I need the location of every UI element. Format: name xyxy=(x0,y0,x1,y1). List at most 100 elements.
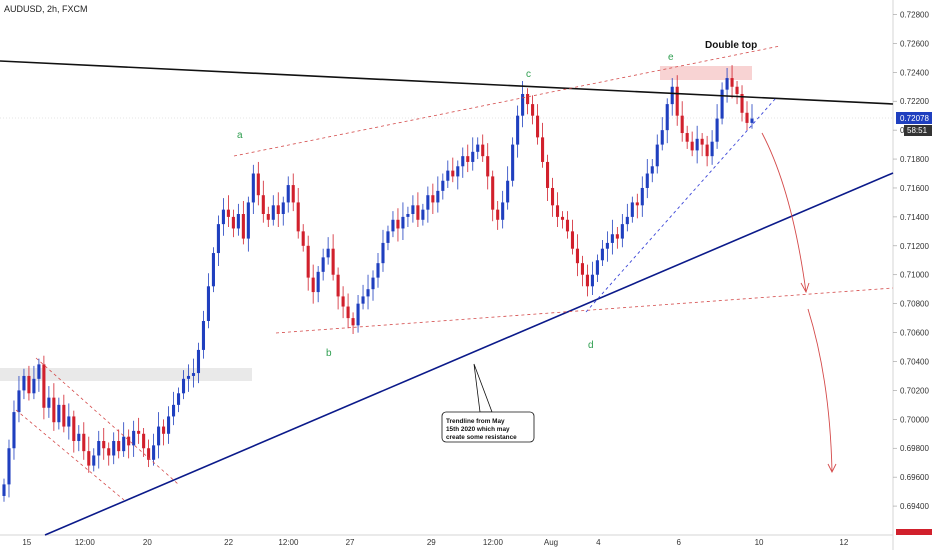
candle-down xyxy=(740,93,744,113)
candle-up xyxy=(461,156,465,167)
time-tick-label: 20 xyxy=(143,538,152,547)
candle-up xyxy=(426,195,430,210)
candle-down xyxy=(526,93,530,105)
candle-up xyxy=(132,430,136,446)
time-axis: 15 12:00 20 22 12:00 27 29 12:00 Aug 4 6 10 12 xyxy=(22,538,849,547)
candle-down xyxy=(256,173,260,196)
candle-up xyxy=(97,441,101,456)
candle-down xyxy=(226,209,230,217)
candle-down xyxy=(341,296,345,307)
candle-up xyxy=(251,173,255,203)
chart-title: AUDUSD, 2h, FXCM xyxy=(4,4,88,14)
time-tick-label: 6 xyxy=(676,538,681,547)
time-tick-label: Aug xyxy=(544,538,558,547)
candle-up xyxy=(595,260,599,275)
candle-up xyxy=(725,78,729,90)
candle-up xyxy=(22,375,26,391)
candle-up xyxy=(356,303,360,326)
time-tick-label: 12 xyxy=(839,538,848,547)
candle-up xyxy=(640,187,644,206)
price-tick-label: 0.70000 xyxy=(900,415,929,424)
candle-down xyxy=(117,441,121,452)
projection-arrow-2 xyxy=(807,308,833,473)
candle-down xyxy=(142,433,146,449)
candle-up xyxy=(321,257,325,272)
wave-label-c: c xyxy=(526,69,531,80)
candle-up xyxy=(286,185,290,203)
time-tick-label: 12:00 xyxy=(483,538,504,547)
price-tick-label: 0.69600 xyxy=(900,473,929,482)
candle-up xyxy=(7,448,11,485)
candle-up xyxy=(67,416,71,427)
candle-up xyxy=(605,242,609,249)
last-price-tag xyxy=(896,112,932,124)
resistance-line xyxy=(0,60,894,105)
candle-down xyxy=(481,144,485,157)
candle-up xyxy=(750,118,754,123)
price-tick-label: 0.72400 xyxy=(900,68,929,77)
candle-down xyxy=(137,430,141,434)
candle-up xyxy=(191,373,196,376)
candle-down xyxy=(346,306,350,319)
candle-up xyxy=(186,375,191,379)
wave-label-a: a xyxy=(237,130,243,141)
candle-down xyxy=(580,263,584,275)
candle-up xyxy=(157,426,161,446)
candle-up xyxy=(2,484,6,496)
candle-down xyxy=(685,133,689,142)
projection-arrow-1 xyxy=(761,132,807,293)
candle-down xyxy=(331,248,335,275)
price-axis-marker xyxy=(896,529,932,535)
candle-down xyxy=(396,219,400,229)
candle-up xyxy=(201,321,206,350)
candle-up xyxy=(167,416,171,434)
channel-upper-line xyxy=(233,45,781,157)
price-tick-label: 0.70600 xyxy=(900,329,929,338)
candle-down xyxy=(730,78,734,87)
candle-down xyxy=(496,209,500,220)
candle-down xyxy=(565,219,570,232)
candle-down xyxy=(147,448,151,460)
price-tick-label: 0.70800 xyxy=(900,300,929,309)
candle-down xyxy=(72,416,76,442)
candle-up xyxy=(670,86,674,105)
candle-down xyxy=(241,214,245,239)
candle-up xyxy=(12,412,16,449)
candle-down xyxy=(87,451,91,466)
candle-down xyxy=(680,115,684,134)
candle-up xyxy=(401,216,405,229)
candle-up xyxy=(92,455,96,466)
candle-up xyxy=(665,104,669,131)
candle-up xyxy=(456,166,460,177)
time-tick-label: 27 xyxy=(346,538,355,547)
candle-up xyxy=(421,209,425,220)
candle-down xyxy=(700,138,704,145)
candle-down xyxy=(27,375,31,394)
candle-up xyxy=(506,180,510,203)
candle-up xyxy=(112,441,116,456)
double-top-zone xyxy=(660,66,752,80)
price-tick-label: 0.70200 xyxy=(900,386,929,395)
candle-up xyxy=(655,144,659,167)
candle-down xyxy=(127,436,131,446)
candle-up xyxy=(645,173,649,188)
candle-up xyxy=(630,202,634,217)
candle-down xyxy=(541,137,545,162)
candle-down xyxy=(675,86,679,116)
price-tick-label: 0.71000 xyxy=(900,271,929,280)
candle-up xyxy=(246,202,250,239)
candle-up xyxy=(57,404,61,423)
price-tick-label: 0.69800 xyxy=(900,444,929,453)
candle-down xyxy=(735,86,739,94)
candle-down xyxy=(550,187,555,206)
candle-down xyxy=(62,404,66,427)
wave-label-b: b xyxy=(326,348,332,359)
candle-down xyxy=(690,141,694,151)
candle-down xyxy=(107,448,111,456)
candle-up xyxy=(172,404,176,417)
candle-up xyxy=(17,390,21,413)
candle-down xyxy=(615,234,619,239)
candle-up xyxy=(216,224,220,254)
price-axis: 0.728000.726000.724000.722000.720000.718… xyxy=(893,10,929,511)
candle-up xyxy=(620,224,624,239)
